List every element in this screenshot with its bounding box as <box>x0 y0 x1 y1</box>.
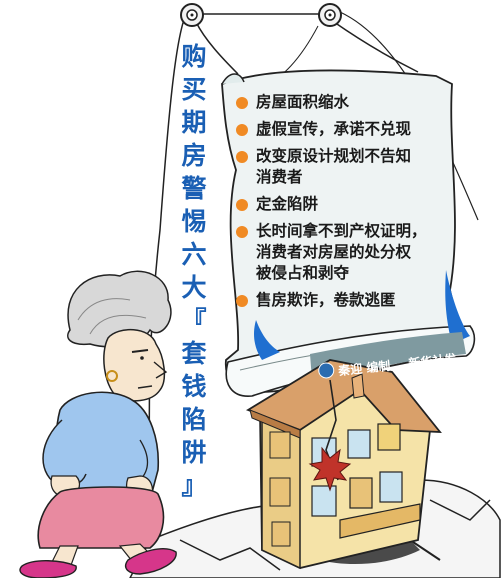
title-char: 陷 <box>181 405 207 434</box>
title-char: 惕 <box>181 207 207 236</box>
house <box>245 359 442 570</box>
string-left <box>148 13 187 471</box>
title-char: 期 <box>181 108 207 137</box>
list-item-text: 房屋面积缩水 <box>256 93 350 111</box>
list-item: 房屋面积缩水 <box>234 92 466 113</box>
list-item-text: 定金陷阱 <box>256 195 319 213</box>
list-item: 长时间拿不到产权证明， 消费者对房屋的处分权 被侵占和剥夺 <box>234 221 466 284</box>
list-item: 改变原设计规划不告知 消费者 <box>234 146 466 188</box>
list-item: 定金陷阱 <box>234 194 466 215</box>
list-item-text: 改变原设计规划不告知 <box>256 147 412 165</box>
pulley-icon <box>318 3 342 27</box>
bullet-dot-icon <box>236 97 248 109</box>
title-char: 『 <box>181 306 207 335</box>
string-scroll-right <box>333 21 419 73</box>
pulley-icon <box>180 3 204 27</box>
title-char: 房 <box>181 141 207 170</box>
bullet-dot-icon <box>236 226 248 238</box>
bullet-dot-icon <box>236 151 248 163</box>
title-char: 购 <box>181 42 207 71</box>
list-item-text: 虚假宣传，承诺不兑现 <box>256 120 412 138</box>
bullet-dot-icon <box>236 199 248 211</box>
list-item-text: 消费者 <box>256 168 303 186</box>
bullet-dot-icon <box>236 295 248 307</box>
title-char: 警 <box>181 174 207 203</box>
title-char: 钱 <box>181 372 207 401</box>
string-scroll-left <box>195 21 239 75</box>
list-item-text: 被侵占和剥夺 <box>256 264 350 282</box>
title-char: 买 <box>181 75 207 104</box>
title-char: 阱 <box>181 438 207 467</box>
title-char: 六 <box>181 240 207 269</box>
list-item-text: 长时间拿不到产权证明， <box>256 222 427 240</box>
old-woman <box>19 270 177 578</box>
list-item: 虚假宣传，承诺不兑现 <box>234 119 466 140</box>
title-char: 套 <box>181 339 207 368</box>
title-char: 』 <box>181 471 207 500</box>
list-item-text: 消费者对房屋的处分权 <box>256 243 412 261</box>
credit-role: 编制 <box>365 358 392 376</box>
credit-author: 秦迎 <box>337 361 363 379</box>
list-item-text: 售房欺诈，卷款逃匿 <box>256 291 396 309</box>
maple-leaf-icon <box>308 446 352 492</box>
title-char: 大 <box>181 273 207 302</box>
list-item: 售房欺诈，卷款逃匿 <box>234 290 466 311</box>
trap-list: 房屋面积缩水 虚假宣传，承诺不兑现 改变原设计规划不告知 消费者 定金陷阱 长时间拿不到产… <box>234 92 466 317</box>
vertical-title: 购买期房警惕六大『套钱陷阱』 <box>176 40 212 502</box>
bullet-dot-icon <box>236 124 248 136</box>
